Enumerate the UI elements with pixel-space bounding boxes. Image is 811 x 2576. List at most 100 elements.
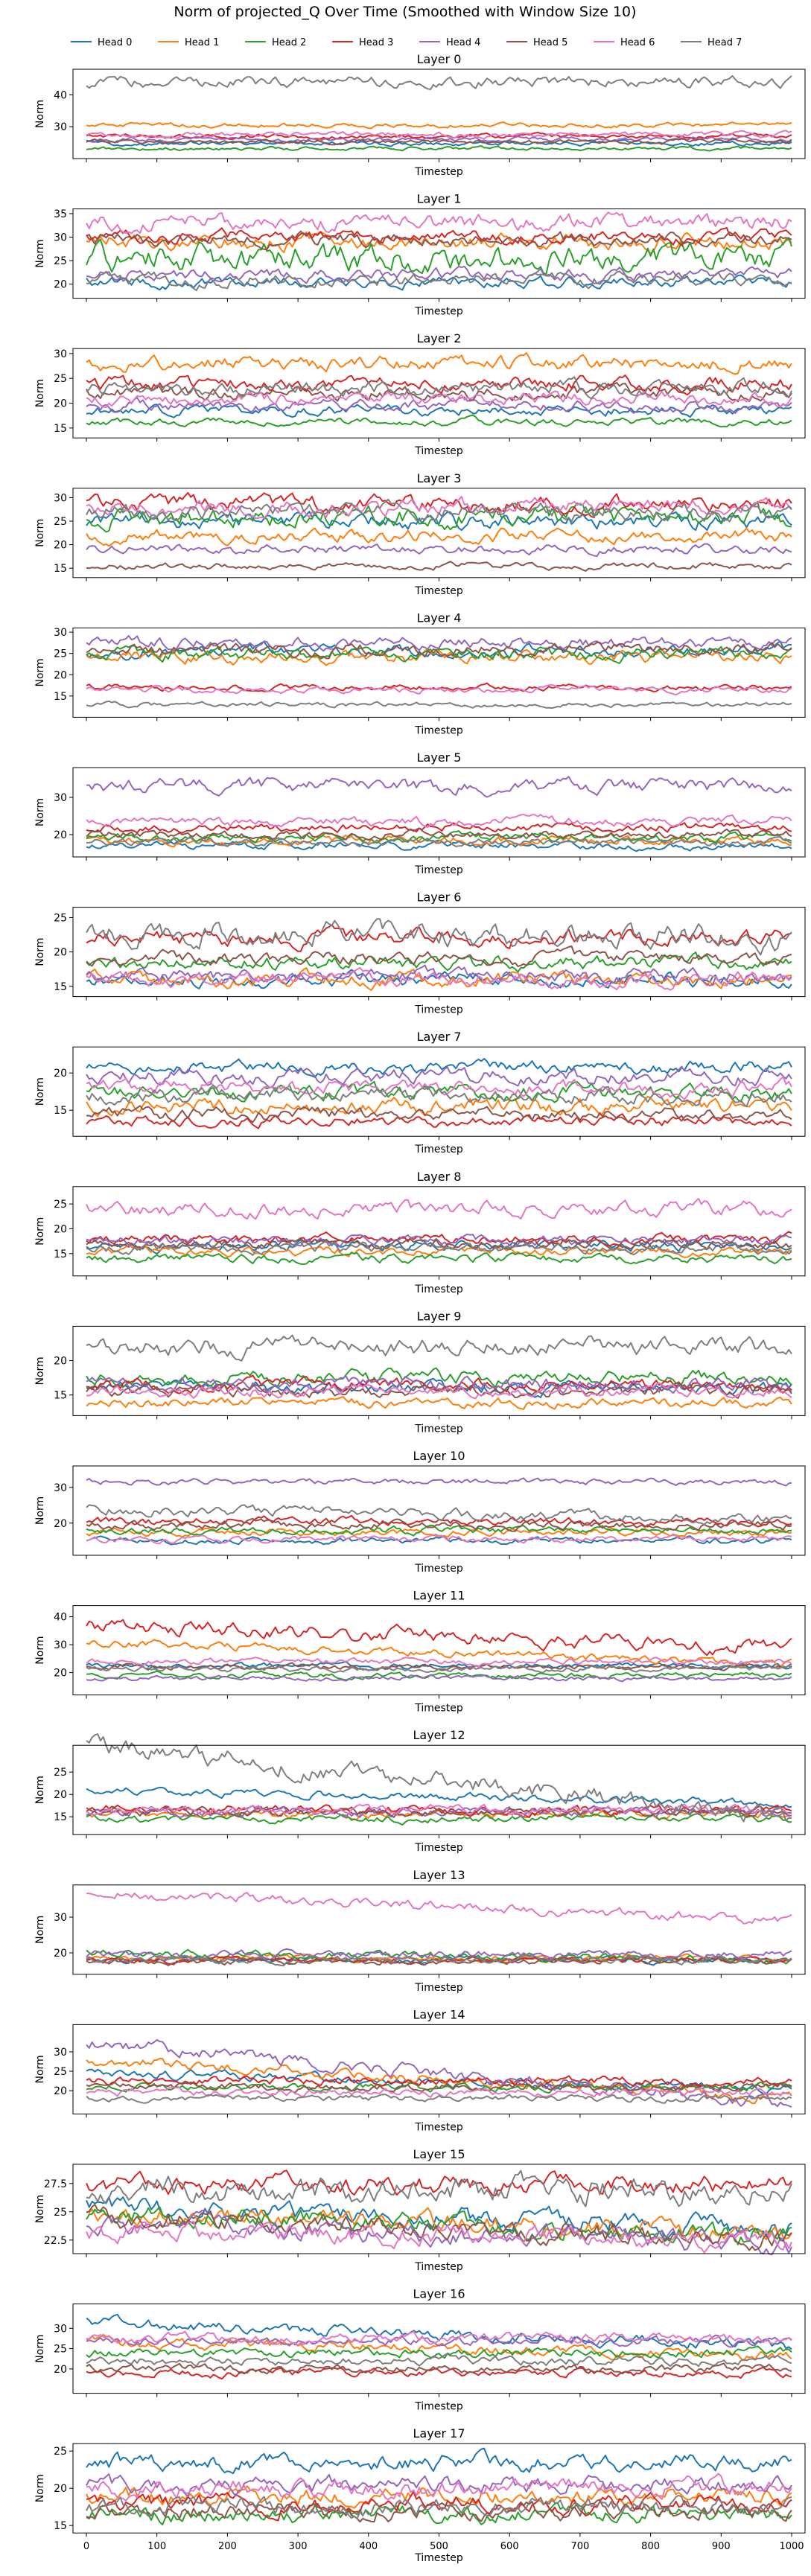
panel-title: Layer 10 bbox=[413, 1449, 465, 1463]
layer-panel: Layer 6 15 20 25 Timestep Norm bbox=[34, 890, 806, 1016]
series-line-head-2 bbox=[86, 1812, 792, 1826]
layer-panel: Layer 13 20 30 Timestep Norm bbox=[34, 1868, 806, 1994]
series-line-head-5 bbox=[86, 945, 792, 968]
series-line-head-0 bbox=[86, 1786, 792, 1808]
series-line-head-7 bbox=[86, 1504, 792, 1525]
series-line-head-7 bbox=[86, 2169, 792, 2207]
series-line-head-6 bbox=[86, 1892, 792, 1925]
y-axis-label: Norm bbox=[34, 519, 46, 547]
series-line-head-4 bbox=[86, 136, 792, 144]
layer-panel: Layer 17 15 20 25 0 100 200 300 400 500 600 700 800 9… bbox=[34, 2426, 806, 2564]
y-tick-label: 15 bbox=[54, 691, 67, 703]
legend-label: Head 3 bbox=[359, 37, 393, 48]
series-line-head-2 bbox=[86, 1080, 792, 1103]
series-line-head-0 bbox=[86, 403, 792, 418]
y-axis-label: Norm bbox=[34, 798, 46, 826]
series-line-head-0 bbox=[86, 2313, 792, 2350]
y-axis-label: Norm bbox=[34, 1496, 46, 1525]
series-line-head-7 bbox=[86, 1664, 792, 1674]
x-tick-label: 300 bbox=[289, 2541, 308, 2552]
series-line-head-5 bbox=[86, 138, 792, 146]
series-line-head-3 bbox=[86, 2491, 792, 2522]
series-line-head-5 bbox=[86, 2204, 792, 2251]
series-line-head-0 bbox=[86, 274, 792, 291]
series-line-head-1 bbox=[86, 121, 792, 130]
y-tick-label: 20 bbox=[54, 669, 67, 681]
plot-frame bbox=[72, 1605, 806, 1696]
series-line-head-6 bbox=[86, 211, 792, 235]
panel-title: Layer 11 bbox=[413, 1589, 465, 1603]
legend-item: Head 0 bbox=[71, 37, 132, 48]
y-axis-label: Norm bbox=[34, 1356, 46, 1385]
series-line-head-7 bbox=[86, 74, 792, 90]
y-tick-label: 20 bbox=[54, 2483, 67, 2495]
x-axis-label: Timestep bbox=[414, 166, 463, 178]
series-line-head-6 bbox=[86, 2220, 792, 2254]
series-line-head-7 bbox=[86, 2353, 792, 2368]
y-tick-label: 20 bbox=[54, 1223, 67, 1235]
y-axis-label: Norm bbox=[34, 2474, 46, 2502]
y-tick-label: 30 bbox=[54, 348, 67, 360]
x-tick-label: 800 bbox=[641, 2541, 660, 2552]
x-axis-label: Timestep bbox=[414, 864, 463, 876]
series-line-head-5 bbox=[86, 1805, 792, 1818]
layer-panel: Layer 4 15 20 25 30 Timestep Norm bbox=[34, 610, 806, 736]
legend-label: Head 5 bbox=[533, 37, 567, 48]
legend-item: Head 3 bbox=[332, 37, 393, 48]
y-tick-label: 20 bbox=[54, 1068, 67, 1080]
x-tick-label: 900 bbox=[712, 2541, 731, 2552]
panel-title: Layer 2 bbox=[417, 331, 462, 345]
series-line-head-5 bbox=[86, 1517, 792, 1532]
series-line-head-2 bbox=[86, 237, 792, 275]
series-line-head-4 bbox=[86, 635, 792, 652]
y-axis-label: Norm bbox=[34, 100, 46, 128]
panel-title: Layer 17 bbox=[413, 2426, 465, 2440]
y-tick-label: 30 bbox=[54, 232, 67, 243]
y-tick-label: 25 bbox=[54, 648, 67, 660]
series-line-head-2 bbox=[86, 502, 792, 533]
layer-panel: Layer 12 15 20 25 Timestep Norm bbox=[34, 1728, 806, 1854]
series-line-head-2 bbox=[86, 830, 792, 844]
series-line-head-4 bbox=[86, 2038, 792, 2108]
series-line-head-4 bbox=[86, 1477, 792, 1487]
series-line-head-4 bbox=[86, 2334, 792, 2348]
y-axis-label: Norm bbox=[34, 240, 46, 268]
series-line-head-5 bbox=[86, 827, 792, 841]
layer-panel: Layer 1 20 25 30 35 Timestep Norm bbox=[34, 192, 806, 318]
y-tick-label: 22.5 bbox=[44, 2235, 67, 2247]
series-line-head-6 bbox=[86, 814, 792, 829]
x-axis-label: Timestep bbox=[414, 1842, 463, 1854]
legend-item: Head 2 bbox=[245, 37, 306, 48]
x-axis-label: Timestep bbox=[414, 306, 463, 318]
y-tick-label: 25 bbox=[54, 2207, 67, 2219]
y-tick-label: 15 bbox=[54, 981, 67, 993]
layer-panel: Layer 3 15 20 25 30 Timestep Norm bbox=[34, 471, 806, 597]
legend-item: Head 1 bbox=[158, 37, 219, 48]
series-line-head-4 bbox=[86, 1674, 792, 1683]
series-line-head-3 bbox=[86, 2075, 792, 2088]
y-tick-label: 30 bbox=[54, 1912, 67, 1924]
series-line-head-5 bbox=[86, 641, 792, 660]
panel-title: Layer 1 bbox=[417, 192, 462, 206]
legend-label: Head 4 bbox=[446, 37, 480, 48]
layer-panel: Layer 11 20 30 40 Timestep Norm bbox=[34, 1589, 806, 1715]
y-tick-label: 20 bbox=[54, 279, 67, 291]
series-line-head-4 bbox=[86, 1233, 792, 1249]
series-line-head-6 bbox=[86, 2086, 792, 2099]
y-tick-label: 20 bbox=[54, 398, 67, 410]
y-axis-label: Norm bbox=[34, 1217, 46, 1246]
series-line-head-5 bbox=[86, 1105, 792, 1123]
panel-title: Layer 0 bbox=[417, 52, 462, 66]
series-line-head-6 bbox=[86, 966, 792, 991]
series-line-head-5 bbox=[86, 2081, 792, 2094]
series-line-head-7 bbox=[86, 270, 792, 292]
y-tick-label: 30 bbox=[54, 1482, 67, 1494]
series-line-head-7 bbox=[86, 1240, 792, 1256]
series-line-head-3 bbox=[86, 491, 792, 518]
series-line-head-6 bbox=[86, 683, 792, 696]
y-axis-label: Norm bbox=[34, 1077, 46, 1106]
y-tick-label: 20 bbox=[54, 2364, 67, 2376]
y-tick-label: 30 bbox=[54, 627, 67, 639]
series-line-head-7 bbox=[86, 498, 792, 523]
